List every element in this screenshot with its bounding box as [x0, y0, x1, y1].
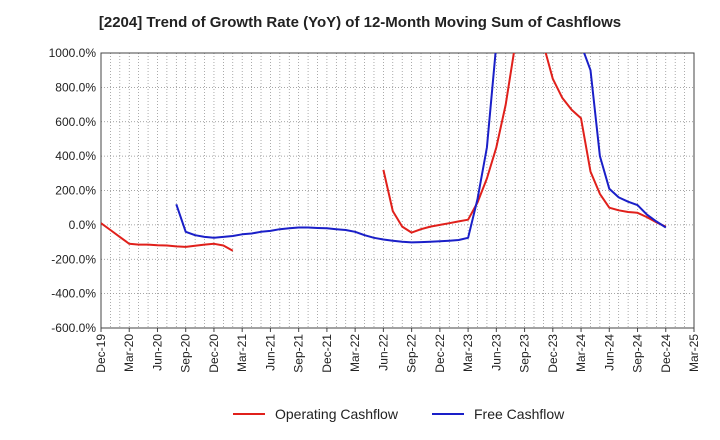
x-tick-label: Mar-20	[122, 334, 136, 372]
chart-title: [2204] Trend of Growth Rate (YoY) of 12-…	[98, 14, 622, 31]
x-tick-label: Dec-23	[546, 334, 560, 373]
x-tick-label: Jun-21	[263, 334, 277, 371]
x-tick-label: Jun-20	[150, 334, 164, 371]
x-tick-label: Dec-24	[659, 334, 673, 373]
x-tick-label: Mar-24	[574, 334, 588, 372]
x-tick-label: Mar-23	[461, 334, 475, 372]
x-tick-label: Jun-22	[376, 334, 390, 371]
x-tick-label: Jun-23	[489, 334, 503, 371]
x-tick-label: Dec-21	[320, 334, 334, 373]
x-tick-label: Jun-24	[602, 334, 616, 371]
y-tick-label: -600.0%	[51, 321, 96, 335]
series-layer	[101, 53, 667, 252]
x-tick-label: Mar-21	[235, 334, 249, 372]
legend-label: Free Cashflow	[474, 406, 565, 422]
y-tick-label: 400.0%	[55, 149, 96, 163]
legend-layer: Operating Cashflow Free Cashflow	[233, 406, 565, 422]
x-tick-label: Sep-21	[292, 334, 306, 373]
series-line-free-cashflow	[583, 53, 667, 229]
x-tick-label: Dec-22	[433, 334, 447, 373]
plot-background	[101, 53, 694, 328]
y-tick-label: 1000.0%	[49, 46, 97, 60]
series-line-operating-cashflow	[382, 53, 515, 234]
y-tick-label: 0.0%	[69, 218, 97, 232]
grid-layer	[101, 52, 694, 329]
y-tick-label: 800.0%	[55, 80, 96, 94]
y-tick-label: 600.0%	[55, 115, 96, 129]
legend-label: Operating Cashflow	[275, 406, 399, 422]
x-tick-label: Sep-24	[631, 334, 645, 373]
series-line-free-cashflow	[175, 53, 497, 244]
series-line-operating-cashflow	[101, 222, 234, 252]
x-tick-label: Sep-22	[405, 334, 419, 373]
y-tick-label: 200.0%	[55, 184, 96, 198]
plot-frame	[100, 52, 695, 329]
y-tick-label: -200.0%	[51, 252, 96, 266]
y-tick-label: -400.0%	[51, 287, 96, 301]
x-tick-label: Sep-20	[179, 334, 193, 373]
x-tick-label: Sep-23	[518, 334, 532, 373]
series-line-operating-cashflow	[544, 53, 667, 228]
x-tick-label: Dec-20	[207, 334, 221, 373]
axis-layer: 1000.0% 800.0% 600.0% 400.0% 200.0% 0.0% -200.…	[49, 46, 701, 373]
x-tick-label: Dec-19	[94, 334, 108, 373]
x-tick-label: Mar-25	[687, 334, 701, 372]
x-tick-label: Mar-22	[348, 334, 362, 372]
